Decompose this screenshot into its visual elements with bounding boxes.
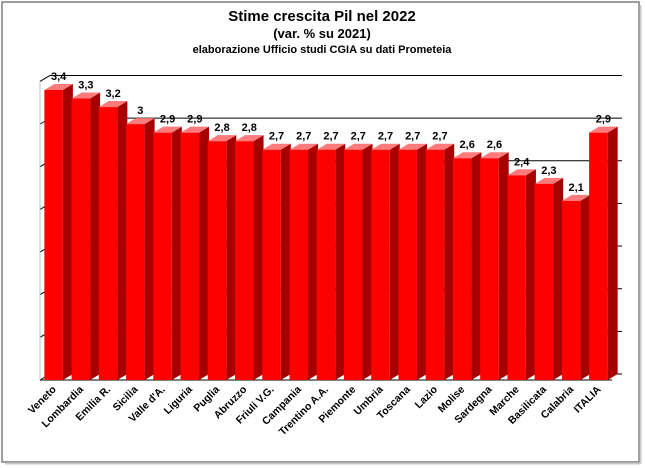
bar (180, 132, 200, 380)
bar-top (534, 177, 564, 184)
data-label: 2,9 (187, 114, 202, 126)
data-label: 2,8 (242, 122, 257, 134)
bar-top (398, 143, 427, 150)
bar-side (199, 126, 210, 380)
bar-side (525, 169, 536, 380)
bar-side (498, 152, 509, 380)
bar (44, 90, 63, 380)
data-label: 2,9 (160, 114, 175, 126)
bar-top (262, 143, 291, 150)
bar-side (580, 194, 591, 380)
bar-side (553, 177, 564, 380)
bar (507, 175, 526, 380)
data-label: 2,7 (378, 131, 393, 143)
bar (71, 98, 91, 380)
bar-side (362, 143, 373, 380)
bar (289, 149, 309, 380)
data-label: 3,3 (78, 80, 93, 92)
data-label: 2,3 (541, 165, 556, 177)
bar-side (171, 126, 182, 380)
bar-side (90, 92, 101, 380)
data-label: 3,2 (105, 88, 120, 100)
bar-side (444, 143, 455, 380)
bar-top (343, 143, 373, 150)
data-label: 2,6 (460, 139, 475, 151)
data-label: 2,4 (514, 156, 530, 168)
bar-top (126, 118, 155, 125)
data-label: 2,7 (323, 131, 338, 143)
chart-title: Stime crescita Pil nel 2022 (228, 8, 416, 25)
bar (235, 141, 254, 380)
bar-top (425, 143, 455, 150)
bar-side (280, 143, 291, 380)
bar-top (589, 126, 618, 133)
bar-side (471, 152, 482, 380)
data-label: 2,1 (568, 182, 583, 194)
bar (207, 141, 227, 380)
chart-subtitle: (var. % su 2021) (273, 26, 371, 41)
data-label: 2,7 (432, 131, 447, 143)
bar-top (207, 135, 237, 142)
bar-side (62, 84, 73, 380)
bar (153, 132, 172, 380)
data-label: 2,7 (351, 131, 366, 143)
bar-top (371, 143, 400, 150)
bar-top (316, 143, 346, 150)
bar-side (144, 118, 155, 380)
bar-top (71, 92, 101, 99)
bar (480, 158, 499, 380)
bar (262, 149, 281, 380)
gridline-diagonal (39, 75, 51, 82)
data-label: 2,8 (214, 122, 229, 134)
bar-top (507, 169, 536, 176)
data-label: 2,9 (596, 114, 611, 126)
data-label: 2,7 (269, 131, 284, 143)
bar-top (98, 101, 128, 108)
bar-side (335, 143, 346, 380)
bar (452, 158, 472, 380)
data-label: 2,6 (487, 139, 502, 151)
bar-top (180, 126, 210, 133)
bar (343, 149, 363, 380)
bar (98, 107, 118, 380)
bar-top (561, 194, 591, 201)
bar (398, 149, 417, 380)
bar-side (308, 143, 319, 380)
bar-side (607, 126, 618, 380)
bar-top (452, 152, 482, 159)
bar-side (416, 143, 427, 380)
data-label: 3 (137, 105, 143, 117)
bar-top (480, 152, 509, 159)
bar-top (153, 126, 182, 133)
data-label: 2,7 (405, 131, 420, 143)
data-label: 3,4 (51, 71, 67, 83)
bar (126, 124, 145, 380)
bar-side (226, 135, 237, 380)
bar (589, 132, 608, 380)
bar (534, 183, 554, 380)
bar-top (44, 84, 73, 90)
bar-side (389, 143, 400, 380)
bar (371, 149, 390, 380)
bar (316, 149, 336, 380)
bar (561, 200, 581, 380)
bar-side (117, 101, 128, 380)
bar-top (235, 135, 264, 142)
chart-note: elaborazione Ufficio studi CGIA su dati … (193, 44, 453, 56)
bar-side (253, 135, 264, 380)
bar-top (289, 143, 319, 150)
bar (425, 149, 445, 380)
data-label: 2,7 (296, 131, 311, 143)
bar-layer (44, 84, 618, 380)
